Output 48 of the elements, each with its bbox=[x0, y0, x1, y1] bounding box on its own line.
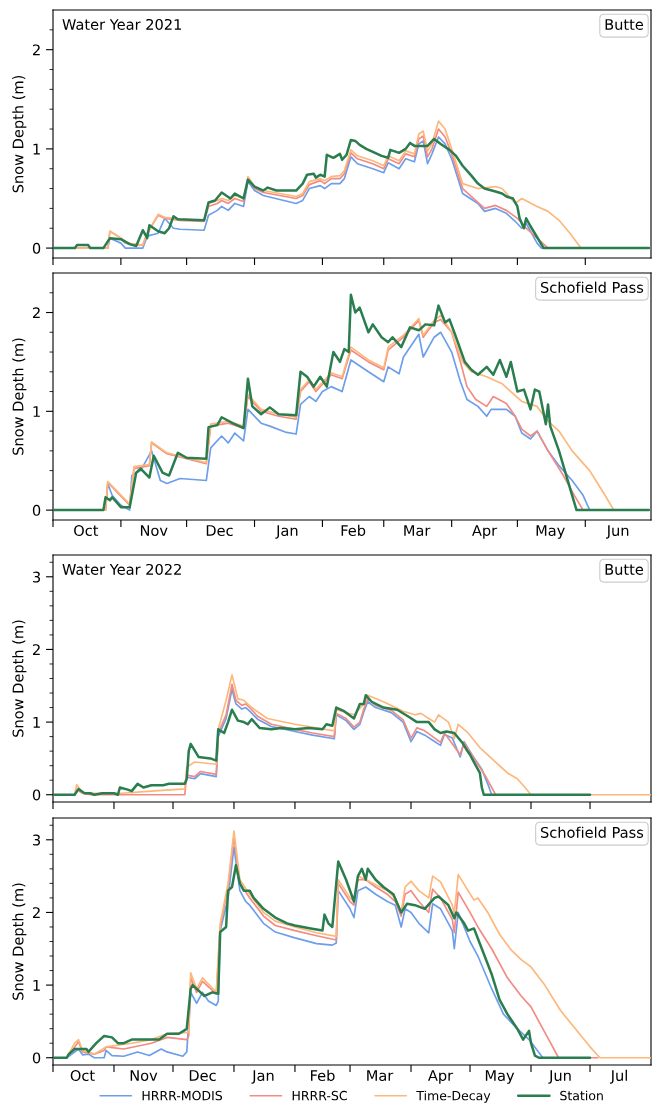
y-tick-label: 3 bbox=[33, 571, 41, 583]
y-tick-label: 0 bbox=[32, 1052, 41, 1064]
x-tick-label: Oct bbox=[74, 524, 99, 537]
y-tick-label: 1 bbox=[33, 717, 40, 728]
y-tick-label: 2 bbox=[32, 907, 40, 918]
x-tick-label: Feb bbox=[311, 1069, 335, 1082]
chart-title: Schofield Pass bbox=[540, 826, 644, 838]
y-axis-title: Snow Depth (m) bbox=[12, 883, 27, 1000]
chart-title: Schofield Pass bbox=[540, 281, 644, 293]
x-tick-label: Feb bbox=[341, 524, 366, 537]
x-tick-label: Apr bbox=[428, 1070, 454, 1084]
line-series bbox=[185, 688, 493, 796]
chart-title: Butte bbox=[605, 564, 644, 575]
x-tick-label: Dec bbox=[189, 1070, 216, 1082]
x-tick-label: Mar bbox=[404, 525, 431, 537]
x-tick-label: May bbox=[485, 1070, 515, 1084]
x-tick-label: May bbox=[536, 525, 565, 539]
x-tick-label: Mar bbox=[367, 1070, 394, 1082]
x-tick-label: Nov bbox=[130, 1070, 158, 1082]
legend-label: Time-Decay bbox=[416, 1090, 491, 1103]
x-tick-label: Dec bbox=[206, 525, 233, 537]
y-tick-label: 0 bbox=[32, 504, 41, 516]
y-tick-label: 1 bbox=[33, 143, 40, 155]
y-axis-title: Snow Depth (m) bbox=[12, 75, 27, 193]
x-tick-label: Apr bbox=[472, 525, 498, 539]
y-tick-label: 0 bbox=[32, 242, 41, 254]
x-tick-label: Jun bbox=[548, 1070, 571, 1084]
x-tick-label: Jul bbox=[609, 1069, 627, 1084]
chart-title: Butte bbox=[605, 19, 644, 30]
legend-label: HRRR-MODIS bbox=[142, 1090, 223, 1101]
y-tick-label: 2 bbox=[32, 307, 40, 319]
y-tick-label: 1 bbox=[33, 406, 40, 417]
y-tick-label: 3 bbox=[33, 834, 41, 846]
x-tick-label: Jan bbox=[251, 1070, 274, 1084]
legend-label: HRRR-SC bbox=[292, 1090, 347, 1101]
annotation: Water Year 2021 bbox=[62, 18, 181, 30]
y-tick-label: 1 bbox=[33, 980, 40, 991]
x-tick-label: Jun bbox=[606, 525, 629, 539]
annotation: Water Year 2022 bbox=[62, 563, 181, 575]
y-tick-label: 2 bbox=[32, 644, 40, 655]
y-axis-title: Snow Depth (m) bbox=[12, 620, 27, 737]
y-tick-label: 0 bbox=[32, 789, 41, 801]
legend-label: Station bbox=[560, 1090, 603, 1101]
x-tick-label: Jan bbox=[275, 525, 298, 539]
y-tick-label: 2 bbox=[32, 44, 40, 56]
x-tick-label: Nov bbox=[140, 525, 168, 537]
x-tick-label: Oct bbox=[70, 1069, 95, 1082]
y-axis-title: Snow Depth (m) bbox=[12, 338, 27, 455]
